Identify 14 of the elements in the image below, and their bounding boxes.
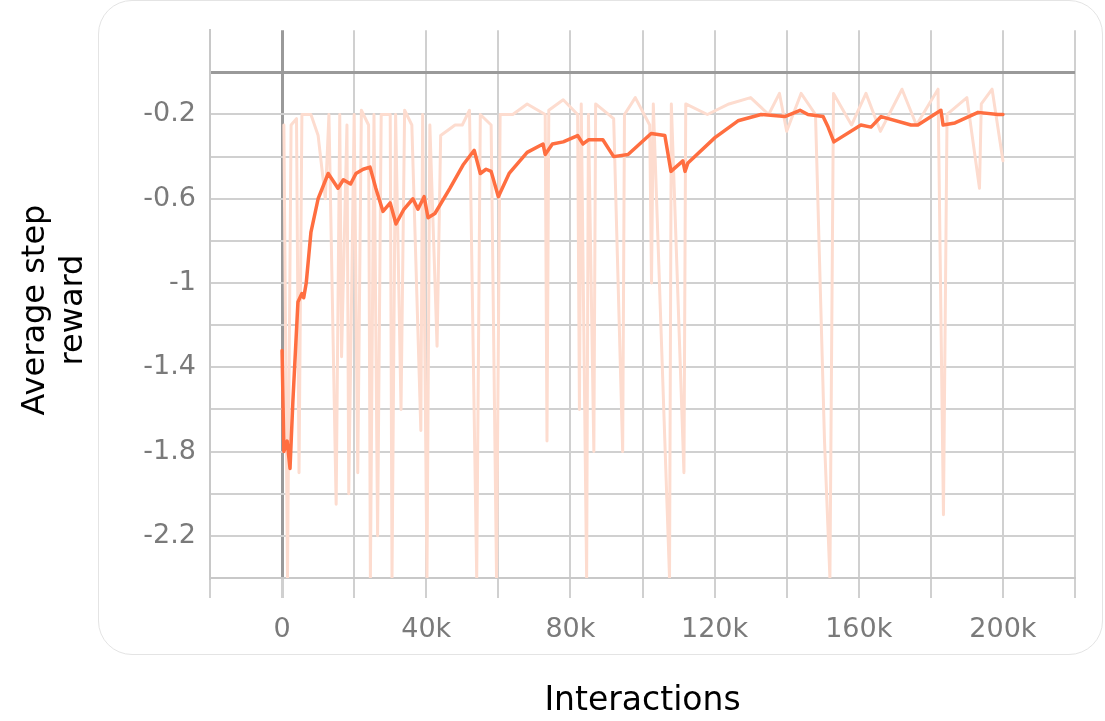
- y-tick-label: -1.4: [143, 349, 196, 381]
- x-tick-label: 40k: [401, 612, 452, 644]
- y-tick-label: -0.6: [143, 180, 196, 212]
- y-tick-label: -2.2: [143, 517, 196, 549]
- y-tick-label: -1: [169, 265, 196, 297]
- y-tick-label: -1.8: [143, 433, 196, 465]
- x-tick-label: 160k: [825, 612, 893, 644]
- y-tick-label: -0.2: [143, 96, 196, 128]
- x-tick-label: 0: [273, 612, 291, 644]
- x-tick-label: 120k: [681, 612, 749, 644]
- y-axis-title: Average step reward: [14, 203, 90, 418]
- x-axis-title: Interactions: [544, 678, 741, 718]
- x-tick-label: 80k: [545, 612, 596, 644]
- x-tick-label: 200k: [969, 612, 1037, 644]
